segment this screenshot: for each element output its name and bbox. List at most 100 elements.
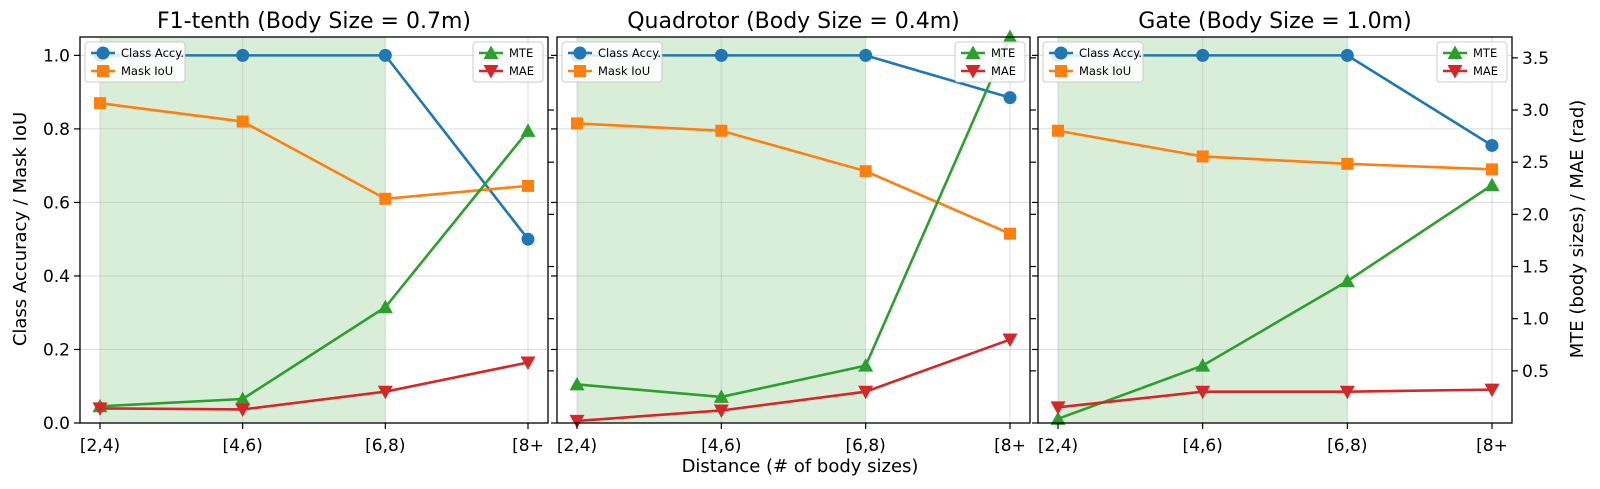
legend-marker-mae	[483, 65, 499, 79]
data-point-mae	[92, 402, 108, 416]
data-point-mte	[858, 358, 874, 372]
y-tick-label-left: 0.8	[43, 120, 70, 140]
chart-panel-1: 0.0 0.2 0.4 0.6 0.8 1.0 [2,4) [4,6) [6,8) [8+ F1-t…	[43, 9, 554, 456]
x-tick-label: [6,8)	[846, 436, 886, 456]
data-point-class-accy	[859, 48, 873, 62]
legend-marker-mte	[1447, 45, 1463, 59]
data-point-mte	[1195, 358, 1211, 372]
data-point-mask-iou	[522, 179, 534, 192]
data-point-mask-iou	[94, 97, 106, 110]
legend-label-mae: MAE	[509, 64, 534, 78]
y-tick-label-left: 0.6	[43, 193, 70, 213]
data-point-class-accy	[1485, 138, 1499, 152]
data-point-mae	[858, 385, 874, 400]
x-tick-label: [2,4)	[557, 436, 597, 456]
legend-marker-mask-iou	[97, 65, 109, 77]
y-tick-label-left: 0.4	[43, 267, 70, 287]
plot-frame	[556, 36, 1031, 424]
legend-marker-mask-iou	[574, 65, 586, 77]
y-tick-label-right: 1.0	[1522, 310, 1549, 330]
data-point-mte	[1339, 273, 1355, 288]
chart-title: Quadrotor (Body Size = 0.4m)	[627, 9, 960, 34]
legend-left: Class Accy. Mask IoU	[1042, 41, 1144, 83]
chart-panel-3: 0.5 1.0 1.5 2.0 2.5 3.0 3.5 [2,4) [4,6) [6,8) [8+ G…	[1032, 9, 1549, 456]
legend-right: MTE MAE	[1436, 41, 1508, 83]
data-point-mask-iou	[715, 124, 728, 137]
legend-right: MTE MAE	[954, 41, 1026, 83]
series-line-mae	[576, 338, 1011, 423]
legend-marker-mte	[965, 45, 981, 59]
data-point-mte	[713, 389, 729, 403]
series-line-mte	[99, 130, 530, 408]
legend-label-class-accy: Class Accy.	[598, 46, 661, 60]
data-point-mae	[569, 414, 585, 429]
data-point-class-accy	[378, 48, 392, 62]
series-line-mte	[576, 36, 1012, 399]
data-point-class-accy	[714, 48, 728, 62]
data-point-class-accy	[1003, 91, 1017, 105]
x-tick-label: [2,4)	[1038, 436, 1078, 456]
data-point-class-accy	[1196, 48, 1210, 62]
y-tick-label-right: 1.5	[1522, 258, 1549, 278]
series-line-mte	[1057, 184, 1493, 421]
legend-marker-mae	[1447, 65, 1463, 79]
y-tick-label-left: 0.0	[43, 414, 70, 434]
data-point-mte	[1002, 29, 1018, 43]
legend-label-mae: MAE	[1473, 64, 1498, 78]
data-point-mask-iou	[1486, 163, 1498, 176]
legend-label-class-accy: Class Accy.	[121, 46, 184, 60]
y-tick-label-right: 2.5	[1522, 153, 1549, 173]
data-point-mte	[1050, 411, 1066, 425]
y-tick-label-left: 1.0	[43, 46, 70, 66]
plot-frame	[1037, 36, 1513, 424]
series-line-mask-iou	[99, 101, 529, 201]
legend-marker-mae	[965, 65, 981, 79]
data-point-mask-iou	[571, 117, 583, 130]
data-point-mask-iou	[379, 192, 392, 205]
x-tick-label: [2,4)	[80, 436, 120, 456]
x-tick-label: [8+	[512, 436, 544, 456]
x-tick-label: [6,8)	[1327, 436, 1367, 456]
y-tick-label-right: 3.0	[1522, 101, 1549, 121]
data-point-class-accy	[1340, 48, 1354, 62]
right-axis-label: MTE (body sizes) / MAE (rad)	[1567, 100, 1588, 359]
legend-marker-mask-iou	[1055, 65, 1067, 77]
legend-label-mask-iou: Mask IoU	[598, 64, 650, 78]
series-line-mae	[99, 361, 529, 411]
left-axis-label: Class Accuracy / Mask IoU	[10, 112, 31, 346]
legend-marker-class-accy	[1054, 46, 1068, 60]
data-point-mask-iou	[236, 115, 249, 128]
data-point-mae	[1484, 383, 1500, 398]
shaded-range	[577, 37, 866, 423]
data-point-mte	[569, 376, 585, 391]
legend-label-mte: MTE	[991, 46, 1015, 60]
series-line-mask-iou	[1057, 129, 1493, 171]
chart-title: F1-tenth (Body Size = 0.7m)	[157, 9, 471, 34]
data-point-mte	[377, 299, 393, 314]
data-point-mask-iou	[1341, 157, 1354, 170]
legend-right: MTE MAE	[472, 41, 544, 83]
data-point-mae	[1339, 385, 1355, 400]
y-tick-label-left: 0.2	[43, 340, 70, 360]
data-point-mask-iou	[1196, 150, 1209, 163]
data-point-mae	[1050, 401, 1066, 415]
series-line-mae	[1057, 388, 1493, 409]
data-point-mask-iou	[859, 165, 872, 178]
data-point-mae	[520, 356, 536, 370]
x-tick-label: [4,6)	[223, 436, 263, 456]
legend-left: Class Accy. Mask IoU	[84, 41, 186, 83]
legend-marker-mte	[483, 45, 499, 59]
data-point-mae	[1195, 385, 1211, 400]
x-axis-label: Distance (# of body sizes)	[682, 456, 919, 477]
x-tick-label: [4,6)	[1183, 436, 1223, 456]
data-point-mask-iou	[1052, 124, 1064, 137]
legend-left: Class Accy. Mask IoU	[561, 41, 663, 83]
data-point-mae	[1002, 333, 1018, 348]
chart-title: Gate (Body Size = 1.0m)	[1138, 9, 1411, 34]
legend-marker-class-accy	[96, 46, 110, 60]
legend-label-mask-iou: Mask IoU	[121, 64, 173, 78]
data-point-mte	[235, 391, 251, 406]
chart-panel-2: [2,4) [4,6) [6,8) [8+ Quadrotor (Body Size =…	[551, 9, 1036, 456]
x-tick-label: [4,6)	[701, 436, 741, 456]
data-point-mae	[235, 403, 251, 417]
